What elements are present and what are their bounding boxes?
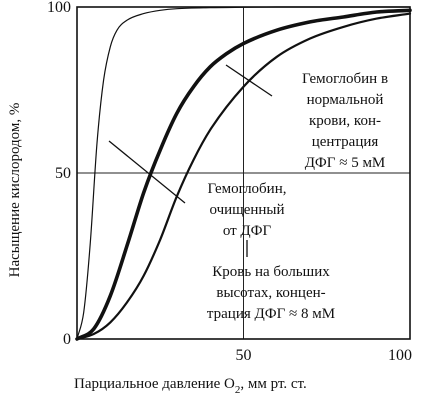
annotation-0: Гемоглобин в нормальной крови, кон-центрац… — [302, 71, 388, 171]
x-axis-title-unit: , мм рт. ст. — [240, 376, 306, 392]
annotation-2-line-1: высотах, концен- — [216, 285, 325, 301]
annotation-0-line-2: крови, кон- — [309, 113, 381, 129]
annotation-1: Гемоглобин, очищенный от ДФГ — [208, 181, 287, 239]
x-axis-title: Парциальное давление O2, мм рт. ст. — [74, 376, 307, 396]
annotation-1-line-0: Гемоглобин, — [208, 181, 287, 197]
y-tick-label-0: 0 — [63, 331, 71, 348]
annotation-2-line-2: трация ДФГ ≈ 8 мМ — [207, 306, 335, 322]
x-tick-label-1: 100 — [388, 347, 412, 364]
annotation-0-line-3: центрация — [312, 134, 379, 150]
tick-labels: 0 50 100 50 100 — [47, 0, 412, 364]
leader-line-1 — [108, 140, 186, 204]
annotations: Гемоглобин в нормальной крови, кон-центрац… — [207, 71, 388, 322]
series-curve-1 — [75, 8, 412, 341]
leader-line-0 — [225, 64, 273, 97]
annotation-0-line-0: Гемоглобин в — [302, 71, 388, 87]
x-tick-label-0: 50 — [236, 347, 252, 364]
x-axis-title-main: Парциальное давление O — [74, 376, 235, 392]
annotation-2-line-0: Кровь на больших — [212, 264, 330, 280]
annotation-2: Кровь на больших высотах, концен-трация Д… — [207, 264, 335, 322]
annotation-leaders — [108, 64, 273, 257]
y-tick-label-1: 50 — [55, 165, 71, 182]
annotation-0-line-1: нормальной — [307, 92, 384, 108]
grid — [77, 7, 410, 339]
plot-frame — [76, 6, 411, 340]
y-tick-label-2: 100 — [47, 0, 71, 16]
annotation-0-line-4: ДФГ ≈ 5 мМ — [305, 155, 386, 171]
annotation-1-line-2: от ДФГ — [223, 223, 272, 239]
series-curve-2 — [75, 12, 412, 341]
y-axis-title: Насыщение кислородом, % — [7, 103, 23, 278]
annotation-1-line-1: очищенный — [209, 202, 284, 218]
x-axis-title-subscript: 2 — [235, 384, 241, 396]
